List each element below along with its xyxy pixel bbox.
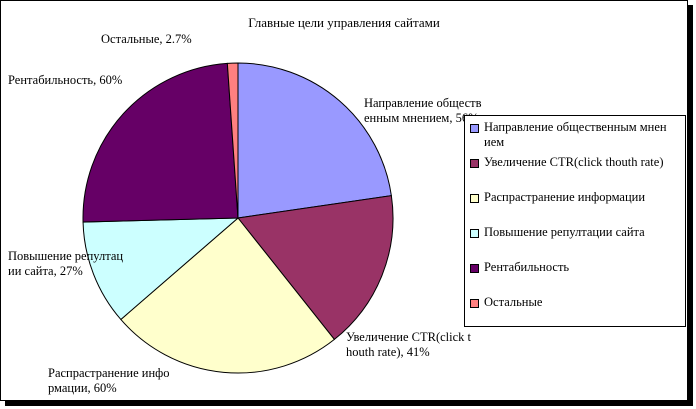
legend-item-profitability: Рентабильность	[469, 260, 681, 295]
legend-label: Рентабильность	[484, 260, 570, 274]
legend-label: Направление общественным мнен ием	[484, 120, 667, 149]
data-label-information: Распрастранение инфо рмации, 60%	[48, 366, 170, 395]
legend-swatch	[470, 264, 479, 273]
legend-label: Увеличение CTR(click thouth rate)	[484, 155, 664, 169]
legend-item-reputation: Повышение репултации сайта	[469, 225, 681, 260]
chart-title: Главные цели управления сайтами	[248, 15, 440, 30]
legend-item-information: Распрастранение информации	[469, 190, 681, 225]
data-label-other: Остальные, 2.7%	[101, 32, 192, 46]
pie-slice-reputation	[82, 217, 240, 321]
pie-slice-other	[226, 62, 239, 219]
pie-slice-information	[120, 217, 336, 374]
legend-item-other: Остальные	[469, 295, 681, 330]
data-label-reputation: Повышение репултац ии сайта, 27%	[8, 249, 124, 278]
legend-swatch	[470, 299, 479, 308]
data-label-ctr: Увеличение CTR(click t houth rate), 41%	[346, 330, 471, 359]
legend-swatch	[470, 159, 479, 168]
legend-swatch	[470, 229, 479, 238]
chart-legend: Направление общественным мнен ием Увелич…	[464, 115, 686, 327]
pie-slice-ctr	[237, 195, 394, 341]
pie-slice-public-opinion	[237, 62, 392, 219]
legend-label: Остальные	[484, 295, 543, 309]
legend-swatch	[470, 124, 479, 133]
legend-label: Распрастранение информации	[484, 190, 646, 204]
data-label-profitability: Рентабильность, 60%	[8, 73, 123, 87]
legend-swatch	[470, 194, 479, 203]
legend-item-public-opinion: Направление общественным мнен ием	[469, 120, 681, 155]
legend-label: Повышение репултации сайта	[484, 225, 645, 239]
pie-slice-profitability	[82, 62, 239, 223]
legend-item-ctr: Увеличение CTR(click thouth rate)	[469, 155, 681, 190]
